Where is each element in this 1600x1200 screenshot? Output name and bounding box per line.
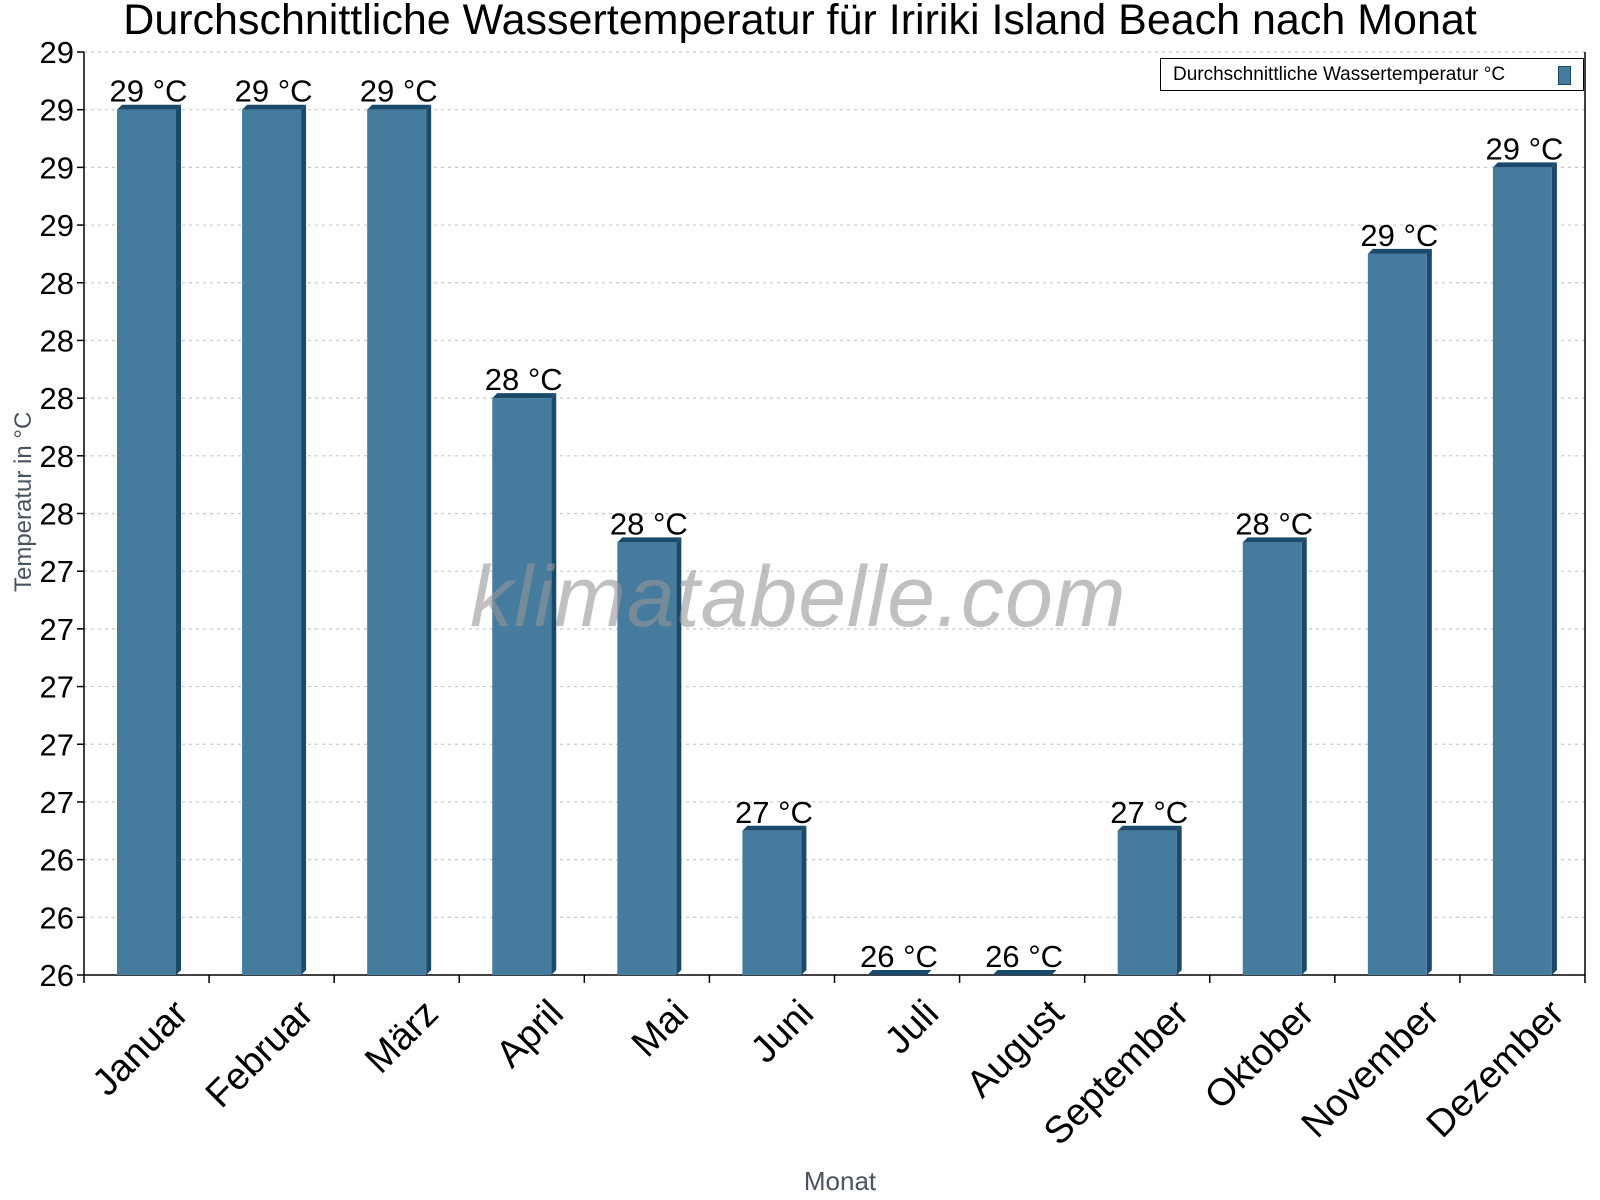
y-tick-label: 27 bbox=[40, 727, 74, 762]
x-tick-label: Juni bbox=[743, 992, 822, 1071]
bar-top bbox=[867, 970, 932, 975]
bar bbox=[367, 109, 427, 975]
bar-side bbox=[301, 104, 307, 975]
bar-data-label: 29 °C bbox=[235, 74, 313, 109]
x-axis-label: Monat bbox=[803, 1166, 877, 1196]
bar-top bbox=[742, 825, 807, 831]
y-tick-label: 28 bbox=[40, 497, 74, 532]
bar-side bbox=[1176, 825, 1182, 975]
bar-side bbox=[551, 393, 557, 975]
bar-top bbox=[1492, 162, 1557, 168]
y-axis-label: Temperatur in °C bbox=[10, 411, 37, 592]
y-tick-label: 26 bbox=[40, 900, 74, 935]
legend: Durchschnittliche Wassertemperatur °C bbox=[1160, 58, 1584, 91]
bar-data-label: 26 °C bbox=[860, 939, 938, 974]
bar-top bbox=[242, 104, 307, 110]
bar-data-label: 29 °C bbox=[1485, 131, 1563, 166]
bar-data-label: 28 °C bbox=[485, 362, 563, 397]
bar-data-label: 28 °C bbox=[610, 506, 688, 541]
x-tick-label: Februar bbox=[198, 992, 322, 1116]
bar-top bbox=[367, 104, 432, 110]
bar-top bbox=[992, 970, 1057, 975]
bar-side bbox=[1426, 248, 1432, 975]
y-tick-label: 26 bbox=[40, 843, 74, 878]
x-tick-label: März bbox=[357, 992, 446, 1081]
bar-top bbox=[1242, 537, 1307, 543]
chart-title: Durchschnittliche Wassertemperatur für I… bbox=[123, 0, 1477, 44]
x-tick-label: Mai bbox=[624, 992, 697, 1065]
y-tick-label: 28 bbox=[40, 266, 74, 301]
watermark: klimatabelle.com bbox=[470, 549, 1127, 645]
bar bbox=[242, 109, 302, 975]
y-tick-label: 28 bbox=[40, 323, 74, 358]
bar bbox=[1242, 542, 1302, 975]
bar-data-label: 27 °C bbox=[735, 795, 813, 830]
bar-top bbox=[492, 393, 557, 399]
legend-label: Durchschnittliche Wassertemperatur °C bbox=[1173, 64, 1506, 85]
x-tick-label: Juli bbox=[877, 992, 947, 1062]
y-tick-label: 29 bbox=[40, 150, 74, 185]
bar bbox=[1367, 253, 1427, 975]
y-tick-label: 29 bbox=[40, 208, 74, 243]
y-tick-label: 29 bbox=[40, 35, 74, 70]
bar-data-label: 29 °C bbox=[360, 74, 438, 109]
bar-top bbox=[1117, 825, 1182, 831]
x-tick-label: Dezember bbox=[1419, 992, 1573, 1146]
bar bbox=[117, 109, 176, 975]
y-tick-label: 27 bbox=[40, 554, 74, 589]
bar-top bbox=[617, 537, 682, 543]
bar-data-label: 29 °C bbox=[1360, 218, 1438, 253]
y-tick-label: 29 bbox=[40, 93, 74, 128]
bar bbox=[742, 830, 802, 975]
y-tick-label: 28 bbox=[40, 439, 74, 474]
bar-side bbox=[176, 104, 181, 975]
y-tick-label: 27 bbox=[40, 670, 74, 705]
bar-data-label: 29 °C bbox=[110, 74, 188, 109]
bar-side bbox=[1551, 162, 1557, 975]
bar-top bbox=[1367, 248, 1432, 254]
bar-top bbox=[117, 104, 181, 110]
bar bbox=[617, 542, 677, 975]
bar-data-label: 28 °C bbox=[1235, 506, 1313, 541]
bar-side bbox=[801, 825, 807, 975]
x-tick-label: August bbox=[959, 992, 1073, 1106]
bar-data-label: 26 °C bbox=[985, 939, 1063, 974]
x-tick-label: April bbox=[488, 992, 571, 1075]
bar-side bbox=[426, 104, 432, 975]
y-tick-label: 26 bbox=[40, 958, 74, 993]
x-tick-label: Januar bbox=[85, 992, 197, 1104]
y-tick-label: 28 bbox=[40, 381, 74, 416]
bar-side bbox=[1301, 537, 1307, 975]
bar bbox=[1117, 830, 1177, 975]
bar-side bbox=[676, 537, 682, 975]
bar-data-label: 27 °C bbox=[1110, 795, 1188, 830]
legend-swatch-icon bbox=[1558, 66, 1571, 85]
x-tick-label: Oktober bbox=[1197, 992, 1323, 1118]
bar bbox=[1492, 167, 1552, 975]
bar bbox=[492, 398, 552, 975]
y-tick-label: 27 bbox=[40, 785, 74, 820]
y-tick-label: 27 bbox=[40, 612, 74, 647]
